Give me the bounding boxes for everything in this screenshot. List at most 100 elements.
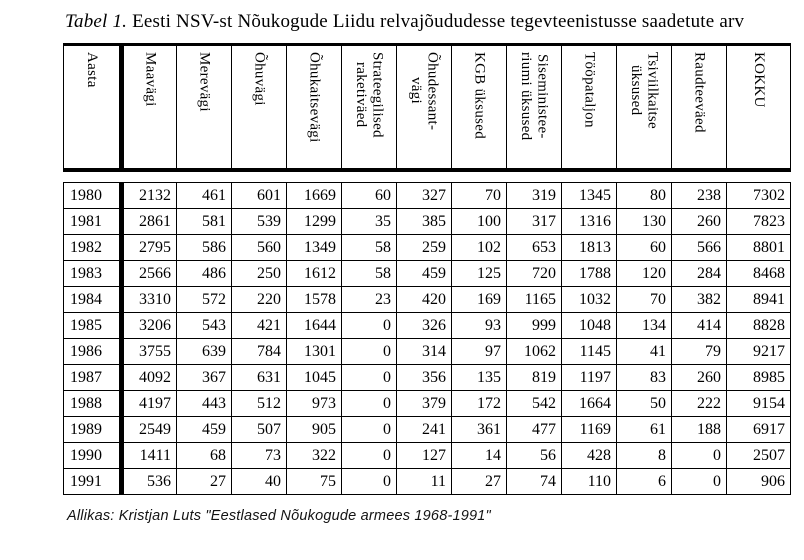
document-content: Tabel 1. Eesti NSV-st Nõukogude Liidu re… — [63, 10, 793, 524]
value-cell: 3755 — [121, 338, 177, 366]
column-header-raudteevaed: Raudteeväed — [671, 44, 727, 171]
value-cell: 566 — [671, 234, 727, 262]
value-cell: 477 — [506, 416, 562, 444]
column-header-tsiviilkaitse: Tsiviilkaitse üksused — [616, 44, 672, 171]
value-cell: 4092 — [121, 364, 177, 392]
year-cell: 1983 — [63, 260, 124, 288]
value-cell: 1301 — [286, 338, 342, 366]
value-cell: 2566 — [121, 260, 177, 288]
value-cell: 1048 — [561, 312, 617, 340]
value-cell: 819 — [506, 364, 562, 392]
value-cell: 317 — [506, 208, 562, 236]
column-header-maavagi: Maavägi — [121, 44, 177, 171]
value-cell: 486 — [176, 260, 232, 288]
value-cell: 385 — [396, 208, 452, 236]
column-header-raketivaed: Strateegilised raketiväed — [341, 44, 397, 171]
column-header-aasta: Aasta — [63, 44, 124, 171]
value-cell: 70 — [616, 286, 672, 314]
table-row: 1988 4197 443 512 973 0 379 172 542 1664 50 222 9154 — [63, 390, 791, 418]
value-cell: 73 — [231, 442, 287, 470]
value-cell: 1813 — [561, 234, 617, 262]
value-cell: 8985 — [726, 364, 791, 392]
value-cell: 1411 — [121, 442, 177, 470]
value-cell: 27 — [176, 468, 232, 496]
column-header-label: Raudteeväed — [691, 51, 708, 133]
value-cell: 542 — [506, 390, 562, 418]
value-cell: 70 — [451, 182, 507, 210]
column-header-label: KGB üksused — [471, 51, 488, 139]
value-cell: 2861 — [121, 208, 177, 236]
value-cell: 601 — [231, 182, 287, 210]
value-cell: 1316 — [561, 208, 617, 236]
value-cell: 322 — [286, 442, 342, 470]
column-header-ohuvagi: Õhuvägi — [231, 44, 287, 171]
value-cell: 382 — [671, 286, 727, 314]
value-cell: 35 — [341, 208, 397, 236]
source-note: Allikas: Kristjan Luts "Eestlased Nõukog… — [67, 508, 491, 525]
value-cell: 23 — [341, 286, 397, 314]
value-cell: 0 — [341, 338, 397, 366]
year-cell: 1991 — [63, 468, 124, 496]
year-cell: 1985 — [63, 312, 124, 340]
value-cell: 83 — [616, 364, 672, 392]
table-row: 1990 1411 68 73 322 0 127 14 56 428 8 0 2507 — [63, 442, 791, 470]
value-cell: 222 — [671, 390, 727, 418]
column-header-label: Merevägi — [196, 51, 213, 112]
value-cell: 1644 — [286, 312, 342, 340]
value-cell: 3206 — [121, 312, 177, 340]
value-cell: 50 — [616, 390, 672, 418]
table-title-text: Eesti NSV-st Nõukogude Liidu relvajõudud… — [132, 11, 745, 32]
value-cell: 1145 — [561, 338, 617, 366]
value-cell: 1664 — [561, 390, 617, 418]
value-cell: 420 — [396, 286, 452, 314]
value-cell: 572 — [176, 286, 232, 314]
value-cell: 0 — [341, 312, 397, 340]
value-cell: 61 — [616, 416, 672, 444]
value-cell: 0 — [671, 468, 727, 496]
value-cell: 68 — [176, 442, 232, 470]
value-cell: 8 — [616, 442, 672, 470]
value-cell: 60 — [616, 234, 672, 262]
header-table: Aasta Maavägi Merevägi Õhuvägi Õhukaitse… — [63, 42, 791, 173]
table-title: Tabel 1. Eesti NSV-st Nõukogude Liidu re… — [65, 10, 793, 34]
year-cell: 1982 — [63, 234, 124, 262]
value-cell: 125 — [451, 260, 507, 288]
value-cell: 250 — [231, 260, 287, 288]
value-cell: 220 — [231, 286, 287, 314]
value-cell: 0 — [341, 468, 397, 496]
value-cell: 8468 — [726, 260, 791, 288]
table-title-number: Tabel 1. — [65, 11, 128, 32]
value-cell: 2549 — [121, 416, 177, 444]
table-row: 1986 3755 639 784 1301 0 314 97 1062 1145 41 79 9217 — [63, 338, 791, 366]
value-cell: 443 — [176, 390, 232, 418]
column-header-kokku: KOKKU — [726, 44, 791, 171]
column-header-label: Õhuvägi — [251, 51, 268, 106]
value-cell: 41 — [616, 338, 672, 366]
year-cell: 1988 — [63, 390, 124, 418]
value-cell: 172 — [451, 390, 507, 418]
value-cell: 459 — [396, 260, 452, 288]
value-cell: 134 — [616, 312, 672, 340]
value-cell: 361 — [451, 416, 507, 444]
column-header-label: KOKKU — [750, 51, 767, 108]
value-cell: 102 — [451, 234, 507, 262]
column-header-siseministeerium: Siseministee- riumi üksused — [506, 44, 562, 171]
year-cell: 1989 — [63, 416, 124, 444]
value-cell: 0 — [671, 442, 727, 470]
value-cell: 8801 — [726, 234, 791, 262]
column-header-label: Tsiviilkaitse üksused — [628, 51, 661, 129]
value-cell: 0 — [341, 442, 397, 470]
value-cell: 110 — [561, 468, 617, 496]
column-header-label: Õhukaitsevägi — [306, 51, 323, 143]
table-row: 1981 2861 581 539 1299 35 385 100 317 1316 130 260 7… — [63, 208, 791, 236]
value-cell: 284 — [671, 260, 727, 288]
value-cell: 0 — [341, 390, 397, 418]
value-cell: 461 — [176, 182, 232, 210]
table-row: 1984 3310 572 220 1578 23 420 169 1165 1032 70 382 8… — [63, 286, 791, 314]
year-cell: 1986 — [63, 338, 124, 366]
value-cell: 75 — [286, 468, 342, 496]
value-cell: 58 — [341, 234, 397, 262]
value-cell: 9217 — [726, 338, 791, 366]
value-cell: 74 — [506, 468, 562, 496]
